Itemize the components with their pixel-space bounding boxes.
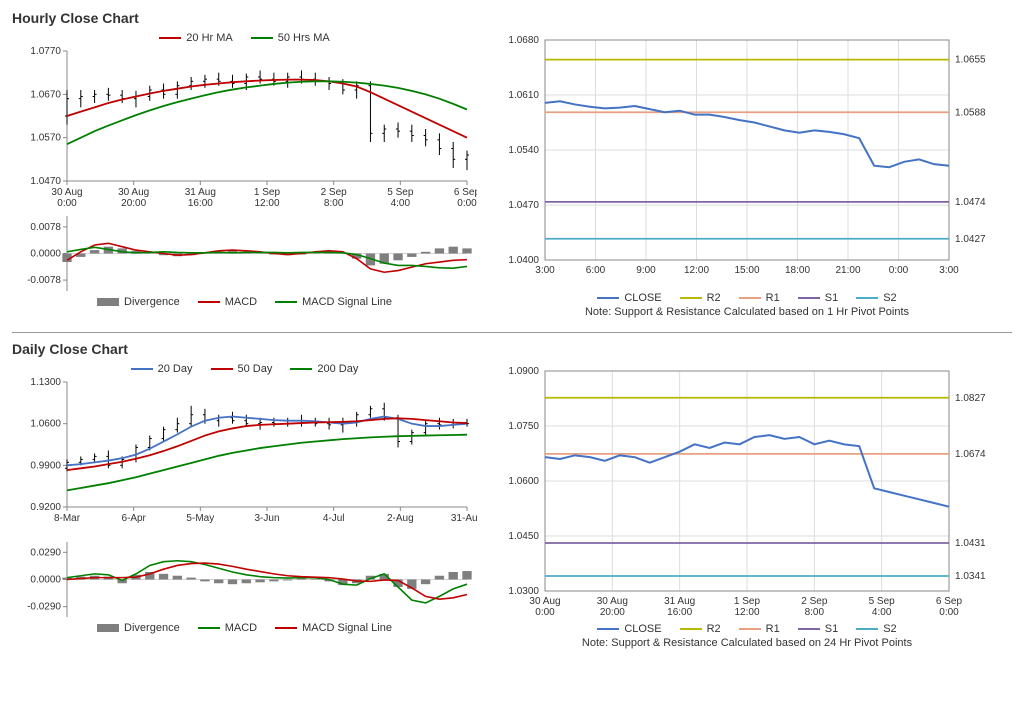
svg-text:6-Apr: 6-Apr: [121, 513, 146, 524]
svg-text:0.0078: 0.0078: [30, 222, 61, 233]
svg-text:21:00: 21:00: [835, 265, 860, 276]
svg-text:1.0450: 1.0450: [508, 531, 539, 542]
svg-text:1.0655: 1.0655: [955, 55, 986, 66]
svg-text:5 Sep4:00: 5 Sep4:00: [387, 187, 414, 209]
svg-text:1.0427: 1.0427: [955, 234, 986, 245]
svg-text:31 Aug16:00: 31 Aug16:00: [664, 596, 695, 618]
svg-text:1.0470: 1.0470: [508, 200, 539, 211]
svg-text:1 Sep12:00: 1 Sep12:00: [734, 596, 761, 618]
svg-text:3:00: 3:00: [535, 265, 555, 276]
svg-text:6 Sep0:00: 6 Sep0:00: [454, 187, 477, 209]
hourly-main-legend: 20 Hr MA50 Hrs MA: [12, 32, 477, 44]
daily-macd-legend: DivergenceMACDMACD Signal Line: [12, 622, 477, 634]
svg-text:0.0000: 0.0000: [30, 249, 61, 260]
svg-text:6 Sep0:00: 6 Sep0:00: [936, 596, 963, 618]
svg-text:1.0570: 1.0570: [30, 133, 61, 144]
svg-text:3-Jun: 3-Jun: [254, 513, 279, 524]
svg-text:1.0600: 1.0600: [508, 476, 539, 487]
svg-text:1.1300: 1.1300: [30, 377, 61, 388]
svg-text:1.0827: 1.0827: [955, 393, 986, 404]
svg-text:1.0680: 1.0680: [508, 35, 539, 46]
svg-text:8-Mar: 8-Mar: [54, 513, 81, 524]
divider: [12, 332, 1012, 333]
svg-text:1.0470: 1.0470: [30, 176, 61, 187]
svg-text:6:00: 6:00: [586, 265, 606, 276]
svg-text:2 Sep8:00: 2 Sep8:00: [801, 596, 828, 618]
svg-text:1.0750: 1.0750: [508, 421, 539, 432]
hourly-title: Hourly Close Chart: [12, 10, 1012, 26]
daily-sr-note: Note: Support & Resistance Calculated ba…: [497, 637, 997, 649]
svg-text:30 Aug20:00: 30 Aug20:00: [118, 187, 149, 209]
svg-text:0.0000: 0.0000: [30, 575, 61, 586]
svg-text:0:00: 0:00: [889, 265, 909, 276]
svg-text:18:00: 18:00: [785, 265, 810, 276]
hourly-macd-legend: DivergenceMACDMACD Signal Line: [12, 296, 477, 308]
daily-macd-chart: -0.0290 0.0000 0.0290: [12, 537, 477, 622]
svg-text:-0.0078: -0.0078: [27, 275, 61, 286]
svg-text:31-Aug: 31-Aug: [451, 513, 477, 524]
daily-title: Daily Close Chart: [12, 341, 1012, 357]
svg-text:0.0290: 0.0290: [30, 547, 61, 558]
svg-text:12:00: 12:00: [684, 265, 709, 276]
daily-sr-chart: 1.03001.04501.06001.07501.090030 Aug0:00…: [497, 363, 997, 623]
svg-text:9:00: 9:00: [636, 265, 656, 276]
svg-text:1 Sep12:00: 1 Sep12:00: [254, 187, 281, 209]
svg-text:1.0474: 1.0474: [955, 197, 986, 208]
svg-text:1.0600: 1.0600: [30, 419, 61, 430]
svg-text:2-Aug: 2-Aug: [387, 513, 414, 524]
svg-text:0.9900: 0.9900: [30, 460, 61, 471]
svg-text:2 Sep8:00: 2 Sep8:00: [321, 187, 348, 209]
svg-text:0.9200: 0.9200: [30, 502, 61, 513]
svg-text:1.0341: 1.0341: [955, 571, 986, 582]
hourly-sr-chart: 1.04001.04701.05401.06101.06803:006:009:…: [497, 32, 997, 292]
svg-text:1.0540: 1.0540: [508, 145, 539, 156]
svg-text:1.0770: 1.0770: [30, 46, 61, 57]
hourly-macd-chart: -0.0078 0.0000 0.0078: [12, 211, 477, 296]
svg-text:-0.0290: -0.0290: [27, 602, 61, 613]
daily-sr-legend: CLOSER2R1S1S2: [497, 623, 997, 635]
svg-text:1.0670: 1.0670: [30, 89, 61, 100]
svg-text:1.0674: 1.0674: [955, 449, 986, 460]
hourly-row: 20 Hr MA50 Hrs MA 1.0470 1.0570 1.0670 1.07…: [12, 32, 1012, 318]
svg-text:15:00: 15:00: [734, 265, 759, 276]
hourly-sr-note: Note: Support & Resistance Calculated ba…: [497, 306, 997, 318]
daily-main-legend: 20 Day50 Day200 Day: [12, 363, 477, 375]
hourly-main-chart: 1.0470 1.0570 1.0670 1.0770 30 Aug0:00 30 Aug…: [12, 46, 477, 211]
svg-text:5 Sep4:00: 5 Sep4:00: [869, 596, 896, 618]
daily-row: 20 Day50 Day200 Day 0.9200 0.9900 1.0600 1.…: [12, 363, 1012, 649]
svg-text:30 Aug20:00: 30 Aug20:00: [597, 596, 628, 618]
svg-text:30 Aug0:00: 30 Aug0:00: [529, 596, 560, 618]
svg-text:31 Aug16:00: 31 Aug16:00: [185, 187, 216, 209]
daily-main-chart: 0.9200 0.9900 1.0600 1.1300 8-Mar 6-Apr 5-May 3…: [12, 377, 477, 537]
svg-text:1.0588: 1.0588: [955, 107, 986, 118]
svg-text:4-Jul: 4-Jul: [323, 513, 345, 524]
svg-text:5-May: 5-May: [186, 513, 214, 524]
svg-text:1.0610: 1.0610: [508, 90, 539, 101]
hourly-sr-legend: CLOSER2R1S1S2: [497, 292, 997, 304]
svg-text:30 Aug0:00: 30 Aug0:00: [51, 187, 82, 209]
svg-text:3:00: 3:00: [939, 265, 959, 276]
svg-text:1.0431: 1.0431: [955, 538, 986, 549]
svg-text:1.0900: 1.0900: [508, 366, 539, 377]
